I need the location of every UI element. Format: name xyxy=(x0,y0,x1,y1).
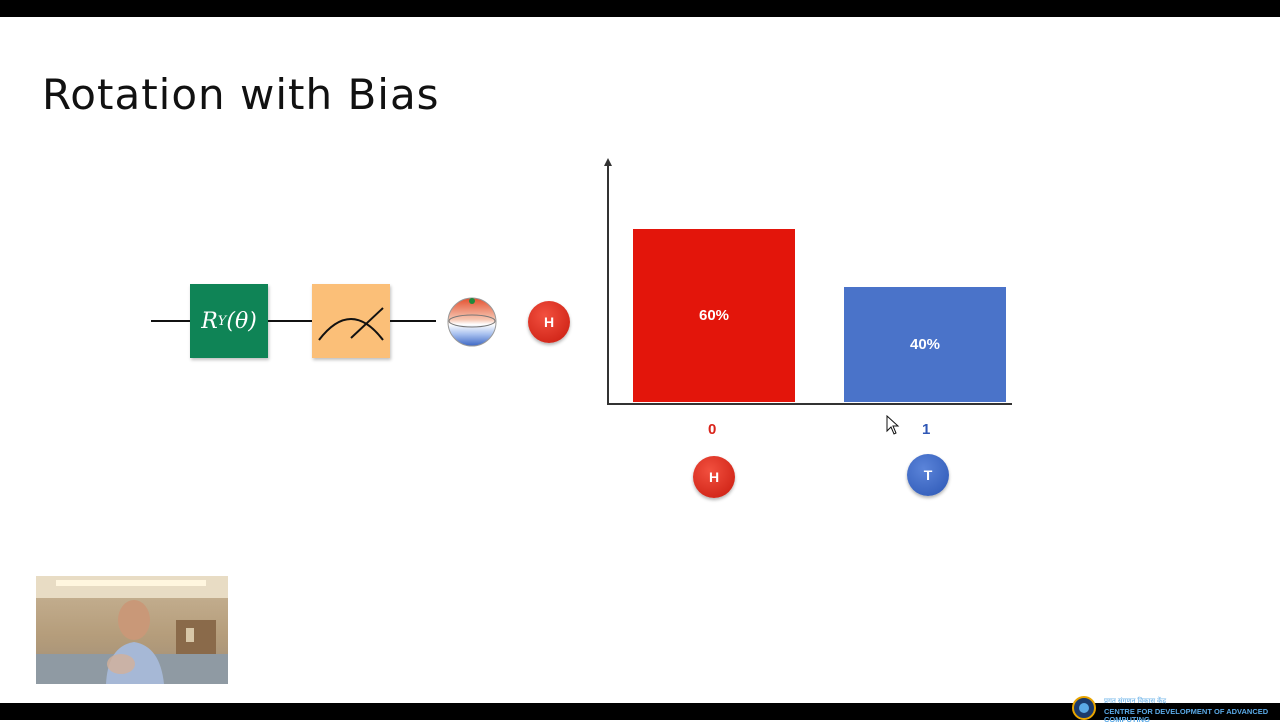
heads-coin-icon: H xyxy=(693,456,735,498)
tails-coin-icon: T xyxy=(907,454,949,496)
bar-outcome-0: 60% xyxy=(633,229,795,402)
ry-gate-subscript: Y xyxy=(217,313,227,329)
logo-hindi-text: प्रगत संगणन विकास केंद्र xyxy=(1104,698,1167,705)
y-axis xyxy=(607,165,609,405)
qubit-sphere-icon xyxy=(447,297,497,347)
x-tick-label-1: 1 xyxy=(922,421,931,438)
measurement-gate xyxy=(312,284,390,358)
heads-coin-icon: H xyxy=(528,301,570,343)
x-tick-label-0: 0 xyxy=(708,421,717,438)
slide-title: Rotation with Bias xyxy=(42,70,440,119)
bottom-letterbox-bar xyxy=(0,703,1280,720)
bar-1-data-label: 40% xyxy=(909,336,941,353)
presenter-webcam-video xyxy=(36,576,228,684)
ry-gate-argument: (θ) xyxy=(226,308,257,334)
bar-0-data-label: 60% xyxy=(698,307,730,324)
circuit-wire xyxy=(268,320,312,322)
ry-gate-symbol: R xyxy=(201,308,218,334)
cdac-logo-icon xyxy=(1072,696,1096,720)
bar-outcome-1: 40% xyxy=(844,287,1006,402)
ry-rotation-gate: R Y (θ) xyxy=(190,284,268,358)
circuit-wire xyxy=(390,320,436,322)
mouse-cursor-icon xyxy=(886,415,900,435)
presenter-image xyxy=(36,576,228,684)
meter-icon xyxy=(318,307,384,341)
top-letterbox-bar xyxy=(0,0,1280,17)
circuit-wire xyxy=(151,320,191,322)
logo-english-text: CENTRE FOR DEVELOPMENT OF ADVANCED COMPU… xyxy=(1104,707,1269,724)
y-axis-arrow-icon xyxy=(604,158,612,166)
x-axis xyxy=(607,403,1012,405)
cdac-logo-text: प्रगत संगणन विकास केंद्र CENTRE FOR DEVE… xyxy=(1104,698,1280,723)
